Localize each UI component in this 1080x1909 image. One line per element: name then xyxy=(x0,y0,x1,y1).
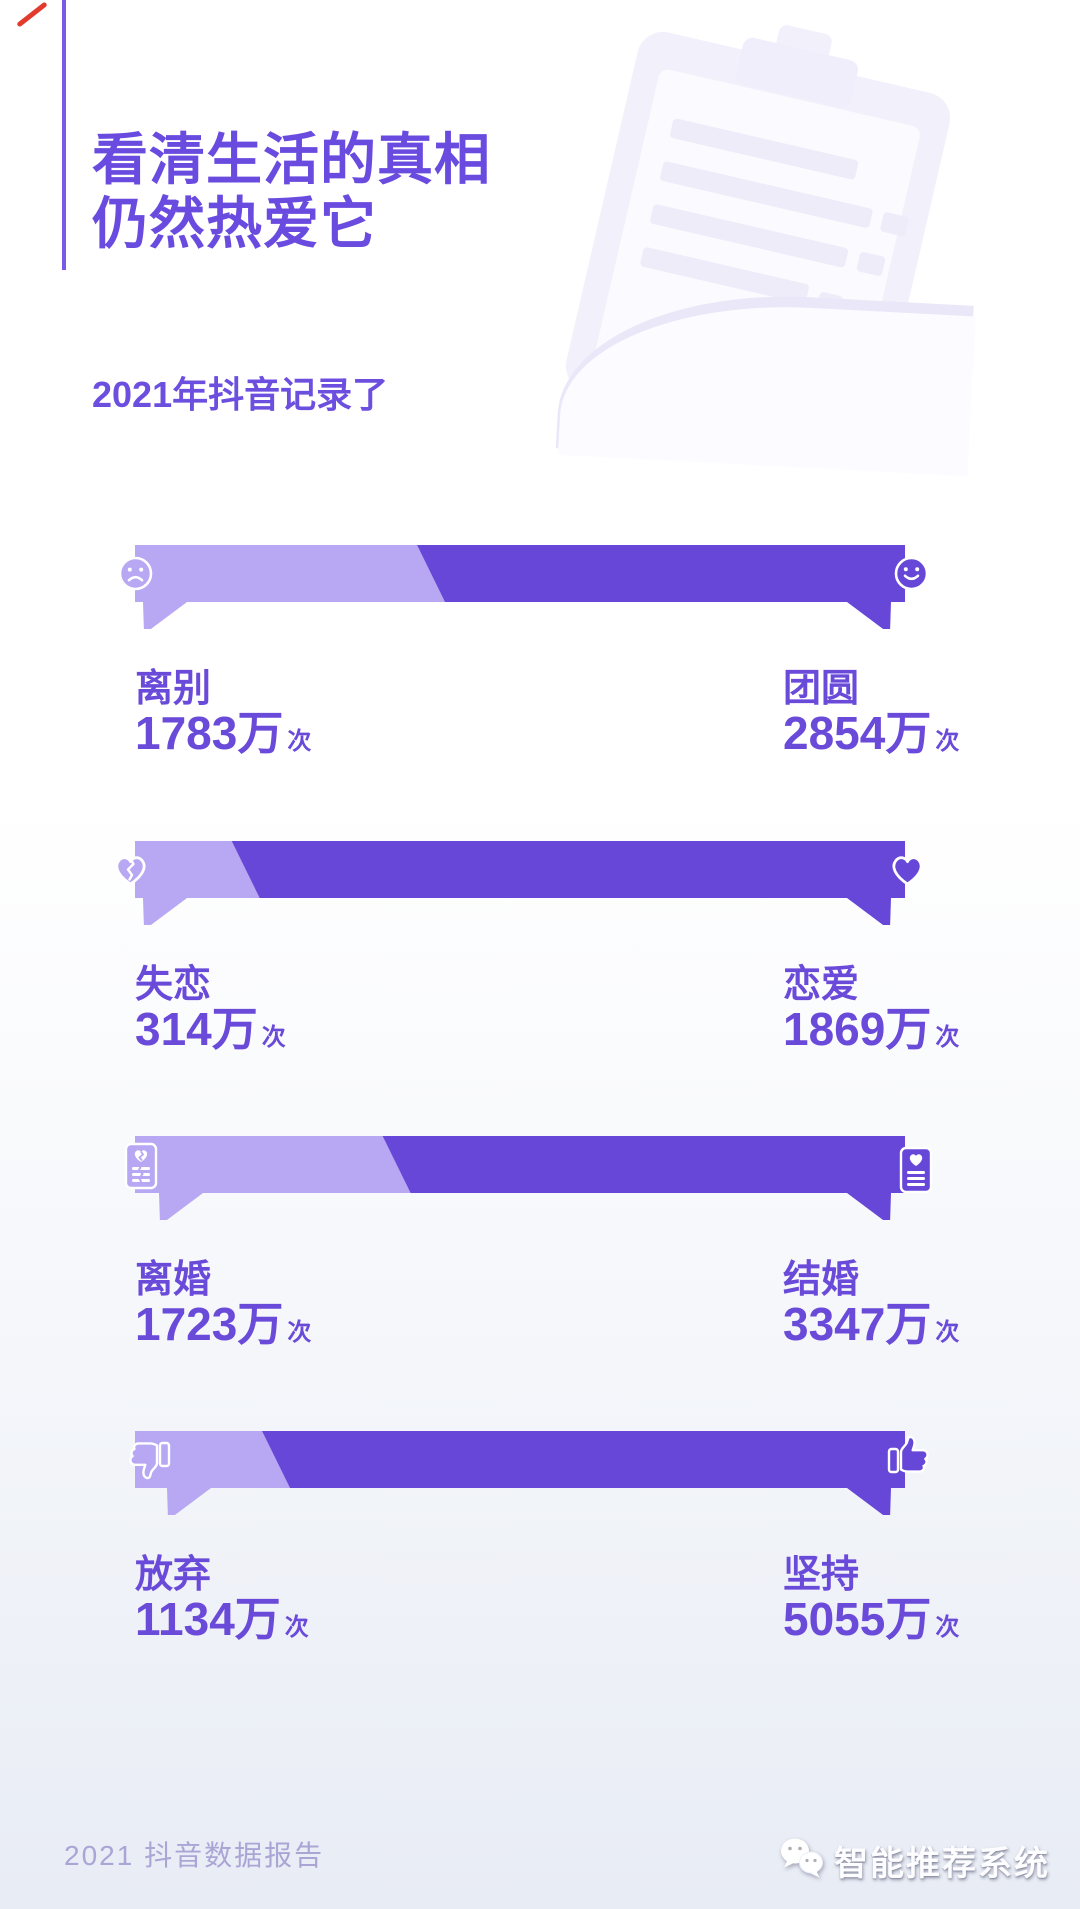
title-line-2: 仍然热爱它 xyxy=(92,192,377,255)
left-value: 1783万次 xyxy=(135,707,312,759)
thumbs-up-icon xyxy=(886,1433,932,1477)
unit-label: 次 xyxy=(287,1319,312,1346)
bar-left-segment xyxy=(135,545,445,602)
unit-label: 次 xyxy=(284,1614,309,1641)
right-bubble-tail xyxy=(847,898,891,925)
clipboard-page-curl xyxy=(558,295,976,477)
title-line-1: 看清生活的真相 xyxy=(92,128,491,191)
unit-label: 次 xyxy=(935,728,960,755)
marriage-certificate-icon xyxy=(899,1146,933,1194)
right-label: 团圆 xyxy=(783,668,860,710)
stat-row-divorce-marriage: 离婚 1723万次 结婚 3347万次 xyxy=(0,1136,1080,1388)
right-value: 1869万次 xyxy=(783,1003,960,1055)
right-value: 2854万次 xyxy=(783,707,960,759)
right-label: 恋爱 xyxy=(783,964,860,1006)
watermark-text: 智能推荐系统 xyxy=(834,1845,1050,1883)
thumbs-down-icon xyxy=(126,1438,172,1482)
divorce-certificate-icon xyxy=(124,1142,158,1190)
left-label: 离婚 xyxy=(135,1259,212,1301)
left-label: 放弃 xyxy=(135,1554,212,1596)
left-label: 失恋 xyxy=(135,964,212,1006)
title-accent-line xyxy=(62,0,66,270)
comparison-bar xyxy=(124,1136,933,1220)
stat-row-giveup-persist: 放弃 1134万次 坚持 5055万次 xyxy=(0,1431,1080,1683)
report-title-footer: 2021 抖音数据报告 xyxy=(64,1840,325,1871)
bar-left-segment xyxy=(135,1136,411,1193)
comparison-bar xyxy=(118,545,929,629)
clipboard-text-line xyxy=(639,246,810,305)
left-label: 离别 xyxy=(135,668,212,710)
sad-face-icon xyxy=(117,555,154,592)
left-bubble-tail xyxy=(159,1193,203,1220)
page-title: 看清生活的真相 仍然热爱它 xyxy=(92,128,491,256)
right-bubble-tail xyxy=(847,1488,891,1515)
watermark: 智能推荐系统 xyxy=(778,1836,1050,1885)
right-value: 3347万次 xyxy=(783,1298,960,1350)
stat-row-farewell-reunion: 离别 1783万次 团圆 2854万次 xyxy=(0,545,1080,797)
unit-label: 次 xyxy=(261,1024,286,1051)
unit-label: 次 xyxy=(935,1319,960,1346)
stat-row-breakup-love: 失恋 314万次 恋爱 1869万次 xyxy=(0,841,1080,1093)
unit-label: 次 xyxy=(287,728,312,755)
left-bubble-tail xyxy=(167,1488,211,1515)
clipboard-checkbox xyxy=(856,251,886,277)
left-bubble-tail xyxy=(143,898,187,925)
heart-icon xyxy=(888,851,927,888)
right-label: 结婚 xyxy=(783,1259,860,1301)
clipboard-illustration xyxy=(555,23,976,477)
broken-heart-icon xyxy=(111,851,150,888)
smiling-face-icon xyxy=(893,555,930,592)
left-bubble-tail xyxy=(143,602,187,629)
left-value: 314万次 xyxy=(135,1003,286,1055)
right-bubble-tail xyxy=(847,1193,891,1220)
right-label: 坚持 xyxy=(783,1554,860,1596)
right-value: 5055万次 xyxy=(783,1593,960,1645)
unit-label: 次 xyxy=(935,1024,960,1051)
page-subtitle: 2021年抖音记录了 xyxy=(92,374,389,415)
wechat-icon xyxy=(778,1836,826,1885)
right-bubble-tail xyxy=(847,602,891,629)
comparison-bar xyxy=(129,1431,929,1515)
bar-right-segment xyxy=(135,841,905,898)
unit-label: 次 xyxy=(935,1614,960,1641)
left-value: 1134万次 xyxy=(135,1593,309,1645)
comparison-bar xyxy=(115,841,923,925)
red-corner-mark xyxy=(16,1,48,28)
left-value: 1723万次 xyxy=(135,1298,312,1350)
